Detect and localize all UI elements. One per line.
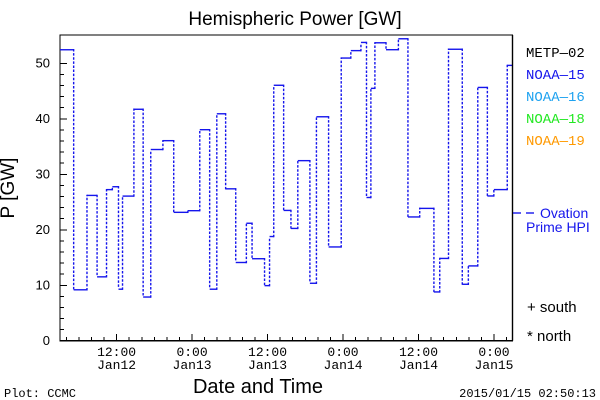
svg-text:50: 50 [36, 55, 50, 70]
svg-text:Jan13: Jan13 [248, 358, 287, 373]
svg-text:40: 40 [36, 111, 50, 126]
svg-text:+ south: + south [527, 299, 577, 316]
svg-text:NOAA—18: NOAA—18 [526, 112, 585, 128]
svg-text:30: 30 [36, 166, 50, 181]
svg-text:Date and Time: Date and Time [193, 376, 323, 398]
svg-text:Jan12: Jan12 [97, 358, 136, 373]
svg-text:Jan13: Jan13 [173, 358, 212, 373]
svg-text:Hemispheric Power [GW]: Hemispheric Power [GW] [188, 9, 401, 30]
svg-text:Plot: CCMC: Plot: CCMC [4, 387, 76, 400]
svg-text:Jan14: Jan14 [324, 358, 363, 373]
svg-text:NOAA—19: NOAA—19 [526, 134, 585, 150]
svg-text:Jan14: Jan14 [399, 358, 438, 373]
svg-text:* north: * north [527, 328, 571, 345]
svg-text:Jan15: Jan15 [474, 358, 513, 373]
svg-text:METP—02: METP—02 [526, 46, 585, 62]
svg-text:NOAA—16: NOAA—16 [526, 90, 585, 106]
svg-text:2015/01/15 02:50:13: 2015/01/15 02:50:13 [459, 387, 596, 400]
svg-text:0: 0 [43, 333, 50, 348]
svg-text:NOAA—15: NOAA—15 [526, 68, 585, 84]
svg-text:10: 10 [36, 277, 50, 292]
svg-text:P [GW]: P [GW] [0, 158, 19, 219]
svg-text:20: 20 [36, 222, 50, 237]
svg-text:Prime HPI: Prime HPI [526, 219, 590, 235]
